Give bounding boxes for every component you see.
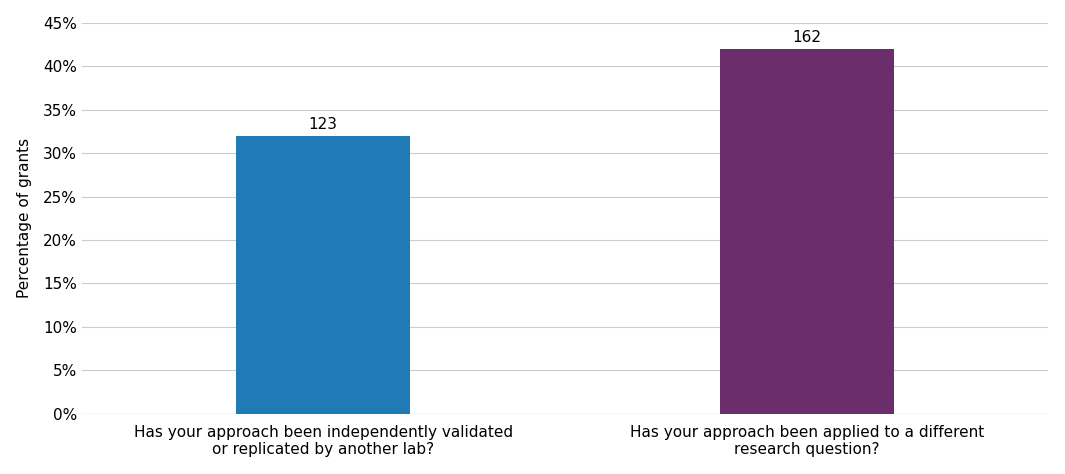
Bar [236,136,410,414]
Bar [720,49,894,414]
Y-axis label: Percentage of grants: Percentage of grants [17,138,32,298]
Text: 162: 162 [792,30,821,45]
Text: 123: 123 [309,117,338,132]
